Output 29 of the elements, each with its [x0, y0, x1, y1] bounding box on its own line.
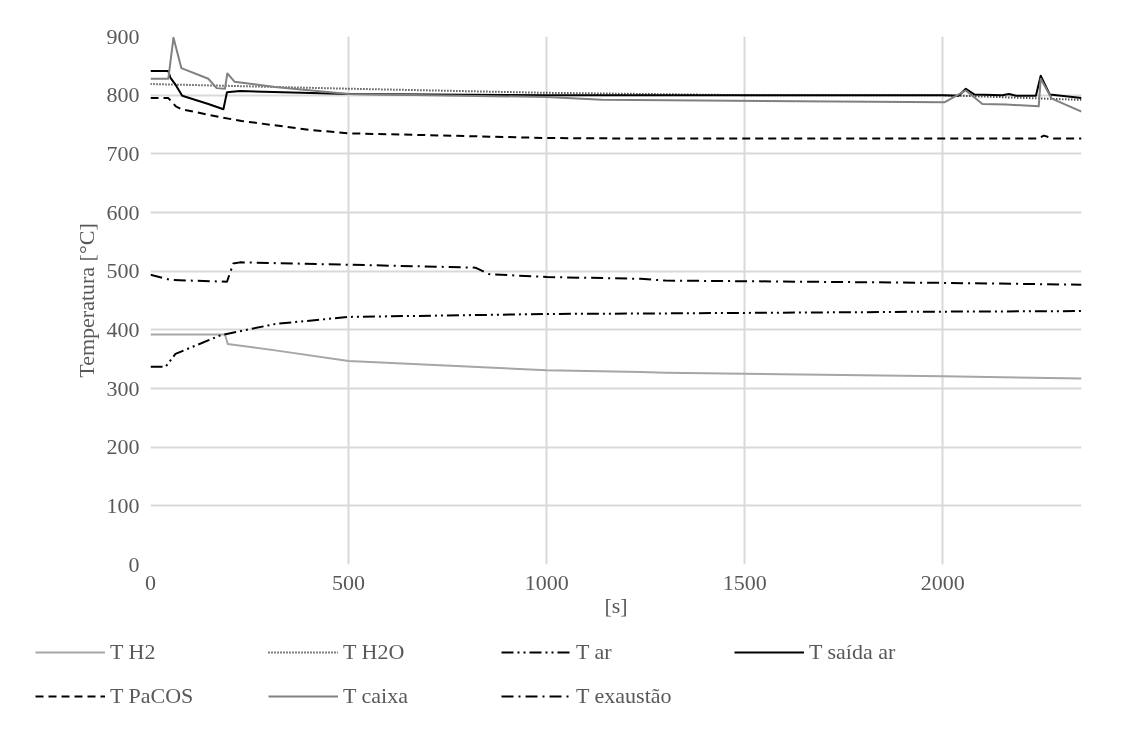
legend-label: T H2 — [110, 639, 157, 665]
y-tick-label: 0 — [128, 551, 140, 577]
x-tick-label: 0 — [145, 569, 156, 595]
y-tick-label: 100 — [106, 492, 140, 518]
y-tick-label: 600 — [106, 199, 140, 225]
x-tick-label: 1000 — [524, 569, 569, 595]
legend-label: T exaustão — [576, 683, 673, 709]
x-axis-title: [s] — [604, 592, 628, 618]
y-tick-label: 900 — [106, 23, 140, 49]
line-series — [150, 261, 1082, 286]
y-tick-label: 800 — [106, 82, 140, 108]
line-series — [150, 310, 1082, 368]
legend-label: T ar — [576, 639, 613, 665]
legend-label: T H2O — [343, 639, 406, 665]
y-tick-label: 400 — [106, 316, 140, 342]
x-tick-label: 500 — [332, 569, 366, 595]
y-tick-label: 300 — [106, 375, 140, 401]
y-tick-label: 500 — [106, 258, 140, 284]
legend-label: T caixa — [343, 683, 409, 709]
legend-label: T PaCOS — [110, 683, 195, 709]
x-tick-label: 2000 — [920, 569, 965, 595]
y-tick-label: 200 — [106, 434, 140, 460]
line-series — [150, 333, 1082, 380]
line-series — [150, 97, 1082, 140]
line-series — [150, 36, 1082, 113]
x-tick-label: 1500 — [722, 569, 767, 595]
legend-label: T saída ar — [809, 639, 897, 665]
y-axis-title: Temperatura [°C] — [73, 223, 99, 378]
y-tick-label: 700 — [106, 140, 140, 166]
